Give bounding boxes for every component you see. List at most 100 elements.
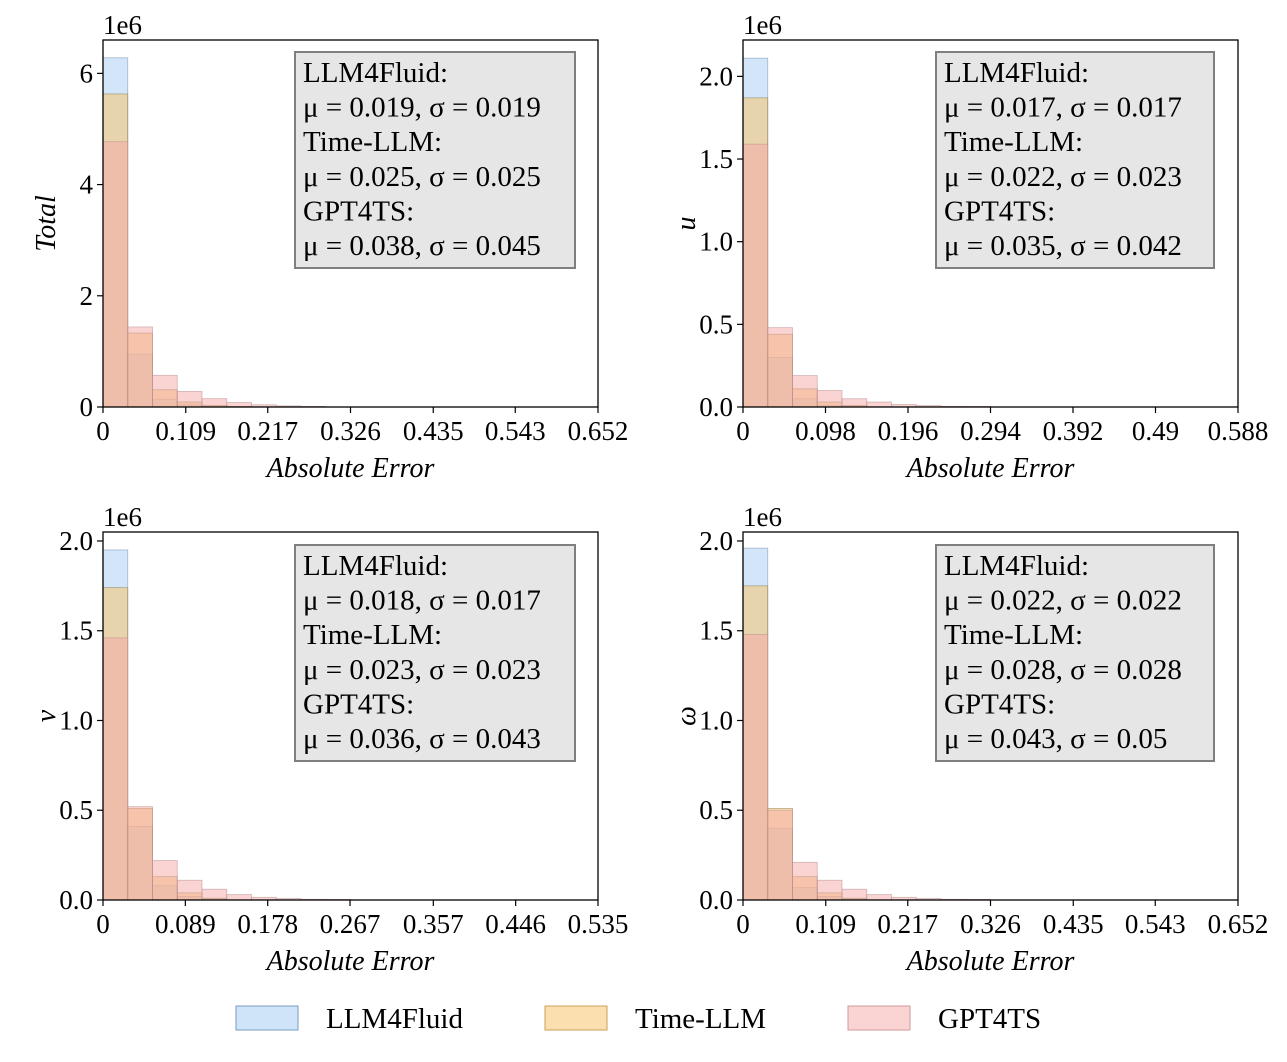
x-tick-label: 0.089 bbox=[155, 909, 216, 939]
bar-gpt4ts-1 bbox=[767, 327, 793, 408]
x-axis-label: Absolute Error bbox=[265, 453, 435, 484]
y-axis-label: ω bbox=[671, 706, 702, 726]
y-tick-label: 2.0 bbox=[59, 526, 93, 556]
stats-line: μ = 0.017, σ = 0.017 bbox=[944, 92, 1182, 124]
bar-gpt4ts-0 bbox=[742, 143, 769, 408]
x-tick-label: 0.109 bbox=[155, 416, 216, 446]
x-tick-label: 0.178 bbox=[237, 909, 298, 939]
bar-gpt4ts-4 bbox=[841, 398, 868, 408]
legend-swatch-llm4fluid bbox=[235, 1005, 299, 1031]
stats-line: μ = 0.018, σ = 0.017 bbox=[303, 585, 541, 617]
x-tick-label: 0.435 bbox=[1043, 909, 1104, 939]
bar-gpt4ts-1 bbox=[127, 326, 153, 408]
bar-gpt4ts-2 bbox=[152, 374, 178, 408]
bar-gpt4ts-5 bbox=[226, 402, 252, 408]
y-tick-label: 1.5 bbox=[59, 616, 93, 646]
panel-3: 0 0.089 0.178 0.267 0.357 0.446 0.535 0.0 0.5 1.0… bbox=[31, 502, 628, 977]
stats-box-background bbox=[935, 51, 1215, 269]
x-tick-label: 0.392 bbox=[1043, 416, 1104, 446]
y-tick-label: 1.0 bbox=[699, 705, 733, 735]
stats-line: Time-LLM: bbox=[303, 619, 442, 651]
bar-gpt4ts-3 bbox=[176, 879, 203, 901]
bar-gpt4ts-0 bbox=[102, 637, 129, 901]
y-tick-label: 0.0 bbox=[699, 392, 733, 422]
y-axis-label: u bbox=[671, 217, 702, 231]
x-tick-label: 0.217 bbox=[877, 909, 938, 939]
y-tick-label: 1.0 bbox=[59, 705, 93, 735]
bar-gpt4ts-4 bbox=[841, 888, 868, 901]
panel-4: 0 0.109 0.217 0.326 0.435 0.543 0.652 0.0 0.5 1.0… bbox=[671, 502, 1268, 977]
y-axis-label: v bbox=[31, 709, 62, 722]
y-tick-label: 1.5 bbox=[699, 616, 733, 646]
y-offset-label: 1e6 bbox=[103, 502, 142, 532]
stats-line: μ = 0.035, σ = 0.042 bbox=[944, 230, 1182, 262]
stats-line: μ = 0.038, σ = 0.045 bbox=[303, 230, 541, 262]
bar-gpt4ts-2 bbox=[792, 861, 818, 901]
stats-line: μ = 0.028, σ = 0.028 bbox=[944, 654, 1182, 686]
bar-gpt4ts-3 bbox=[176, 391, 203, 408]
x-tick-label: 0.217 bbox=[237, 416, 298, 446]
x-tick-label: 0.543 bbox=[1125, 909, 1186, 939]
x-tick-label: 0.588 bbox=[1208, 416, 1269, 446]
bar-gpt4ts-5 bbox=[866, 401, 892, 408]
legend-swatch-gpt4ts bbox=[847, 1005, 911, 1031]
stats-line: μ = 0.022, σ = 0.022 bbox=[944, 585, 1182, 617]
stats-line: GPT4TS: bbox=[303, 688, 414, 720]
stats-line: μ = 0.023, σ = 0.023 bbox=[303, 654, 541, 686]
stats-line: LLM4Fluid: bbox=[303, 550, 448, 582]
panel-1: 0 0.109 0.217 0.326 0.435 0.543 0.652 0 2 4 6 1e6 Ab… bbox=[31, 10, 628, 484]
x-tick-label: 0.543 bbox=[485, 416, 546, 446]
bar-gpt4ts-3 bbox=[816, 879, 843, 901]
x-tick-label: 0.652 bbox=[1208, 909, 1269, 939]
stats-line: μ = 0.025, σ = 0.025 bbox=[303, 161, 541, 193]
x-tick-label: 0.435 bbox=[403, 416, 464, 446]
stats-box: LLM4Fluid:μ = 0.022, σ = 0.022Time-LLM:μ… bbox=[935, 544, 1215, 762]
stats-box: LLM4Fluid:μ = 0.019, σ = 0.019Time-LLM:μ… bbox=[294, 51, 576, 269]
y-tick-label: 0 bbox=[80, 392, 94, 422]
legend-label-gpt4ts: GPT4TS bbox=[938, 1003, 1041, 1035]
bar-gpt4ts-2 bbox=[152, 860, 178, 901]
x-tick-label: 0 bbox=[96, 909, 110, 939]
y-tick-label: 0.5 bbox=[59, 795, 93, 825]
bar-gpt4ts-1 bbox=[767, 809, 793, 901]
legend-swatch-time-llm bbox=[544, 1005, 608, 1031]
x-tick-label: 0.294 bbox=[960, 416, 1021, 446]
bar-gpt4ts-2 bbox=[792, 375, 818, 408]
stats-line: Time-LLM: bbox=[944, 619, 1083, 651]
y-tick-label: 1.0 bbox=[699, 227, 733, 257]
y-tick-label: 6 bbox=[80, 58, 94, 88]
stats-line: Time-LLM: bbox=[303, 126, 442, 158]
bar-gpt4ts-4 bbox=[201, 398, 228, 408]
stats-line: GPT4TS: bbox=[944, 688, 1055, 720]
x-tick-label: 0.326 bbox=[960, 909, 1021, 939]
stats-line: LLM4Fluid: bbox=[944, 550, 1089, 582]
y-offset-label: 1e6 bbox=[103, 10, 142, 40]
bar-gpt4ts-4 bbox=[201, 888, 228, 901]
stats-box-background bbox=[294, 544, 576, 762]
legend-label-llm4fluid: LLM4Fluid bbox=[326, 1003, 463, 1035]
bar-gpt4ts-0 bbox=[742, 633, 769, 901]
y-offset-label: 1e6 bbox=[743, 10, 782, 40]
stats-line: LLM4Fluid: bbox=[303, 57, 448, 89]
histogram-panels: 0 0.109 0.217 0.326 0.435 0.543 0.652 0 2 4 6 1e6 Ab… bbox=[31, 10, 1268, 977]
x-axis-label: Absolute Error bbox=[265, 946, 435, 977]
x-tick-label: 0 bbox=[736, 909, 750, 939]
y-tick-label: 1.5 bbox=[699, 144, 733, 174]
x-tick-label: 0 bbox=[96, 416, 110, 446]
panel-2: 0 0.098 0.196 0.294 0.392 0.49 0.588 0.0 0.5 1.0 1… bbox=[671, 10, 1268, 484]
y-tick-label: 4 bbox=[80, 170, 94, 200]
stats-line: Time-LLM: bbox=[944, 126, 1083, 158]
stats-line: GPT4TS: bbox=[303, 195, 414, 227]
y-tick-label: 2.0 bbox=[699, 526, 733, 556]
stats-line: μ = 0.036, σ = 0.043 bbox=[303, 723, 541, 755]
legend-label-time-llm: Time-LLM bbox=[635, 1003, 766, 1035]
x-tick-label: 0.196 bbox=[878, 416, 939, 446]
x-tick-label: 0.357 bbox=[403, 909, 464, 939]
bar-gpt4ts-5 bbox=[866, 894, 892, 901]
stats-box-background bbox=[294, 51, 576, 269]
bar-gpt4ts-3 bbox=[816, 390, 843, 408]
y-offset-label: 1e6 bbox=[743, 502, 782, 532]
stats-line: μ = 0.043, σ = 0.05 bbox=[944, 723, 1167, 755]
x-tick-label: 0.49 bbox=[1132, 416, 1179, 446]
